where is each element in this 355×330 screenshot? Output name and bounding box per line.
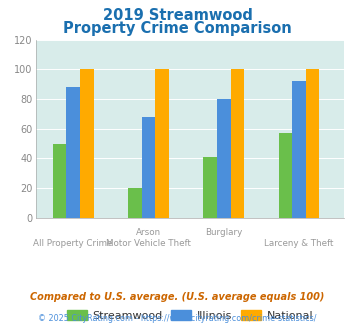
Bar: [293, 81, 306, 218]
Text: Motor Vehicle Theft: Motor Vehicle Theft: [106, 239, 191, 248]
Bar: [80, 69, 93, 218]
Text: Compared to U.S. average. (U.S. average equals 100): Compared to U.S. average. (U.S. average …: [30, 292, 325, 302]
Text: Burglary: Burglary: [205, 228, 242, 237]
Bar: [66, 87, 80, 218]
Bar: [203, 157, 217, 218]
Text: All Property Crime: All Property Crime: [33, 239, 113, 248]
Text: © 2025 CityRating.com - https://www.cityrating.com/crime-statistics/: © 2025 CityRating.com - https://www.city…: [38, 314, 317, 323]
Bar: [306, 69, 320, 218]
Legend: Streamwood, Illinois, National: Streamwood, Illinois, National: [62, 305, 318, 325]
Bar: [217, 99, 231, 218]
Text: Property Crime Comparison: Property Crime Comparison: [63, 21, 292, 36]
Bar: [231, 69, 244, 218]
Bar: [128, 188, 142, 218]
Bar: [279, 133, 293, 218]
Text: Larceny & Theft: Larceny & Theft: [264, 239, 334, 248]
Bar: [155, 69, 169, 218]
Bar: [142, 117, 155, 218]
Text: 2019 Streamwood: 2019 Streamwood: [103, 8, 252, 23]
Bar: [53, 144, 66, 218]
Text: Arson: Arson: [136, 228, 161, 237]
